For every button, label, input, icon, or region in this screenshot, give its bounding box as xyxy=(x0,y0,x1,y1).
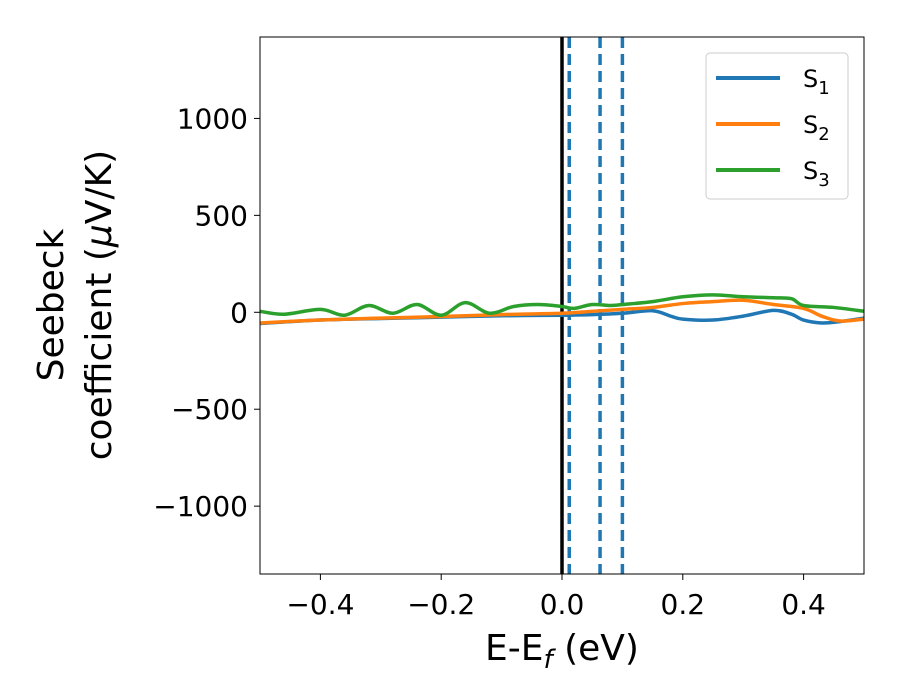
y-axis-title: Seebeck coefficient (μV/K) xyxy=(31,150,120,460)
y-tick-label: 1000 xyxy=(177,102,248,135)
y-axis-title-line1: Seebeck xyxy=(31,228,72,381)
legend-label-s1: S1 xyxy=(803,65,830,99)
x-tick-label: −0.4 xyxy=(286,588,354,621)
x-axis-title: E-Ef (eV) xyxy=(485,628,639,675)
legend: S1 S2 S3 xyxy=(705,52,849,200)
x-tick-label: 0.4 xyxy=(781,588,826,621)
series-lines xyxy=(259,293,865,326)
y-axis-title-line2: coefficient (μV/K) xyxy=(79,150,120,460)
series-line-s2 xyxy=(259,298,865,325)
y-tick-label: 500 xyxy=(195,199,248,232)
y-tick-label: 0 xyxy=(230,296,248,329)
x-axis-ticks: −0.4 −0.2 0.0 0.2 0.4 xyxy=(286,574,826,621)
y-axis-ticks: −1000 −500 0 500 1000 xyxy=(153,102,260,523)
x-tick-label: 0.2 xyxy=(661,588,706,621)
x-tick-label: −0.2 xyxy=(407,588,475,621)
legend-label-s2: S2 xyxy=(803,111,830,145)
x-tick-label: 0.0 xyxy=(540,588,585,621)
y-tick-label: −500 xyxy=(171,393,248,426)
series-line-s3 xyxy=(259,293,865,317)
legend-label-s3: S3 xyxy=(803,157,830,191)
y-tick-label: −1000 xyxy=(153,490,248,523)
